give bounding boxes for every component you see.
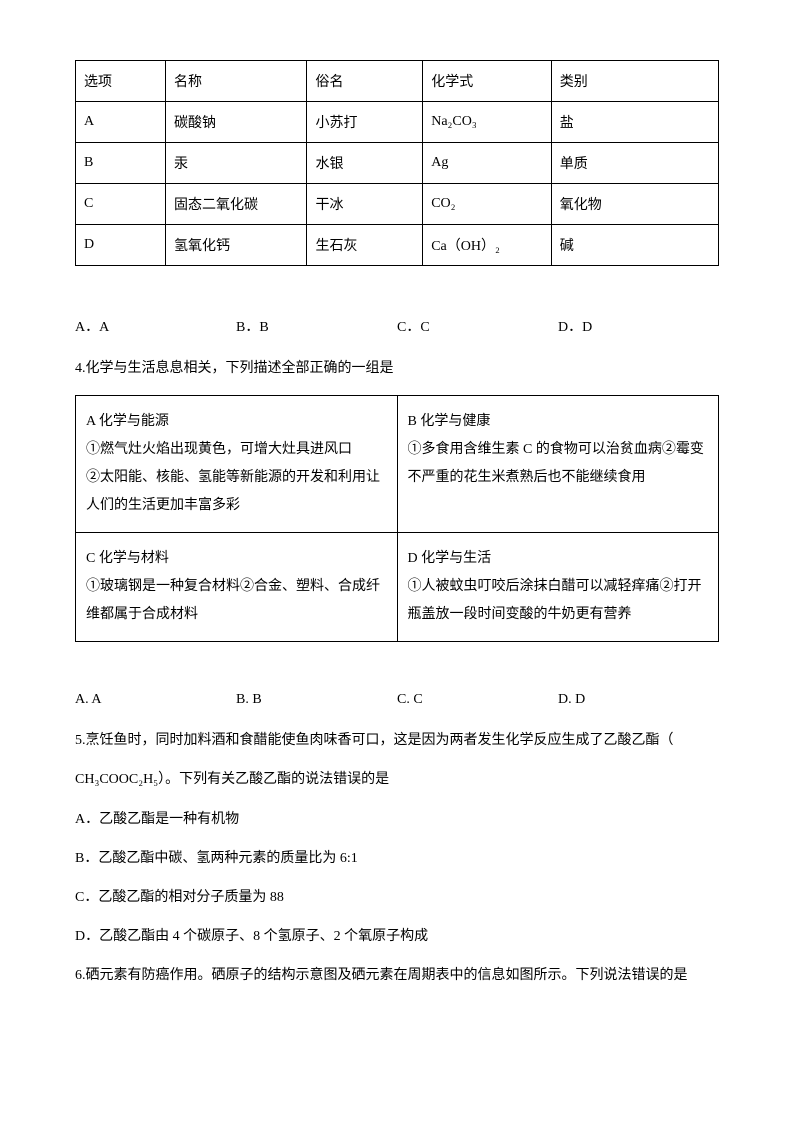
cell: 生石灰 [307, 225, 423, 266]
cell-line: ①燃气灶火焰出现黄色，可增大灶具进风口 [86, 436, 387, 464]
cell: 碱 [551, 225, 718, 266]
answer-options-2: A. A B. B C. C D. D [75, 692, 719, 708]
cell-b: B 化学与健康 ①多食用含维生素 C 的食物可以治贫血病②霉变不严重的花生米煮熟… [397, 396, 719, 533]
cell-title: C 化学与材料 [86, 545, 387, 573]
cell-line: ①人被蚊虫叮咬后涂抹白醋可以减轻痒痛②打开瓶盖放一段时间变酸的牛奶更有营养 [408, 573, 709, 629]
table-row: C 固态二氧化碳 干冰 CO₂ 氧化物 [76, 184, 719, 225]
cell: Ca（OH）₂ [423, 225, 552, 266]
table-row: D 氢氧化钙 生石灰 Ca（OH）₂ 碱 [76, 225, 719, 266]
table-row: A 碳酸钠 小苏打 Na₂CO₃ 盐 [76, 102, 719, 143]
option-c: C．C [397, 316, 558, 336]
q5-option-b: B．乙酸乙酯中碳、氢两种元素的质量比为 6:1 [75, 846, 719, 871]
cell: 汞 [166, 143, 307, 184]
question-6: 6.硒元素有防癌作用。硒原子的结构示意图及硒元素在周期表中的信息如图所示。下列说… [75, 963, 719, 988]
cell-d: D 化学与生活 ①人被蚊虫叮咬后涂抹白醋可以减轻痒痛②打开瓶盖放一段时间变酸的牛… [397, 533, 719, 642]
cell: Ag [423, 143, 552, 184]
cell-a: A 化学与能源 ①燃气灶火焰出现黄色，可增大灶具进风口 ②太阳能、核能、氢能等新… [76, 396, 398, 533]
cell: 碳酸钠 [166, 102, 307, 143]
question-4: 4.化学与生活息息相关，下列描述全部正确的一组是 [75, 356, 719, 381]
cell: A [76, 102, 166, 143]
option-c: C. C [397, 692, 558, 708]
q5-option-a: A．乙酸乙酯是一种有机物 [75, 807, 719, 832]
question-5-line2: CH₃COOC₂H₅）。下列有关乙酸乙酯的说法错误的是 [75, 767, 719, 792]
th-formula: 化学式 [423, 61, 552, 102]
cell: 水银 [307, 143, 423, 184]
answer-options-1: A．A B．B C．C D．D [75, 316, 719, 336]
cell: 小苏打 [307, 102, 423, 143]
cell-c: C 化学与材料 ①玻璃钢是一种复合材料②合金、塑料、合成纤维都属于合成材料 [76, 533, 398, 642]
q5-option-d: D．乙酸乙酯由 4 个碳原子、8 个氢原子、2 个氧原子构成 [75, 924, 719, 949]
cell-title: D 化学与生活 [408, 545, 709, 573]
cell-title: A 化学与能源 [86, 408, 387, 436]
option-a: A. A [75, 692, 236, 708]
cell: C [76, 184, 166, 225]
cell: 单质 [551, 143, 718, 184]
th-name: 名称 [166, 61, 307, 102]
cell-line: ①玻璃钢是一种复合材料②合金、塑料、合成纤维都属于合成材料 [86, 573, 387, 629]
cell: Na₂CO₃ [423, 102, 552, 143]
cell-title: B 化学与健康 [408, 408, 709, 436]
cell: D [76, 225, 166, 266]
th-category: 类别 [551, 61, 718, 102]
th-option: 选项 [76, 61, 166, 102]
table-row: 选项 名称 俗名 化学式 类别 [76, 61, 719, 102]
cell-line: ②太阳能、核能、氢能等新能源的开发和利用让人们的生活更加丰富多彩 [86, 464, 387, 520]
cell: 氧化物 [551, 184, 718, 225]
table-row: C 化学与材料 ①玻璃钢是一种复合材料②合金、塑料、合成纤维都属于合成材料 D … [76, 533, 719, 642]
option-d: D．D [558, 316, 719, 336]
cell-line: ①多食用含维生素 C 的食物可以治贫血病②霉变不严重的花生米煮熟后也不能继续食用 [408, 436, 709, 492]
option-b: B．B [236, 316, 397, 336]
cell: CO₂ [423, 184, 552, 225]
cell: 固态二氧化碳 [166, 184, 307, 225]
cell: 氢氧化钙 [166, 225, 307, 266]
table-row: A 化学与能源 ①燃气灶火焰出现黄色，可增大灶具进风口 ②太阳能、核能、氢能等新… [76, 396, 719, 533]
option-d: D. D [558, 692, 719, 708]
th-common: 俗名 [307, 61, 423, 102]
table-row: B 汞 水银 Ag 单质 [76, 143, 719, 184]
table-q4: A 化学与能源 ①燃气灶火焰出现黄色，可增大灶具进风口 ②太阳能、核能、氢能等新… [75, 395, 719, 642]
cell: 干冰 [307, 184, 423, 225]
q5-option-c: C．乙酸乙酯的相对分子质量为 88 [75, 885, 719, 910]
table-options: 选项 名称 俗名 化学式 类别 A 碳酸钠 小苏打 Na₂CO₃ 盐 B 汞 水… [75, 60, 719, 266]
option-a: A．A [75, 316, 236, 336]
cell: B [76, 143, 166, 184]
question-5-line1: 5.烹饪鱼时，同时加料酒和食醋能使鱼肉味香可口，这是因为两者发生化学反应生成了乙… [75, 728, 719, 753]
cell: 盐 [551, 102, 718, 143]
option-b: B. B [236, 692, 397, 708]
